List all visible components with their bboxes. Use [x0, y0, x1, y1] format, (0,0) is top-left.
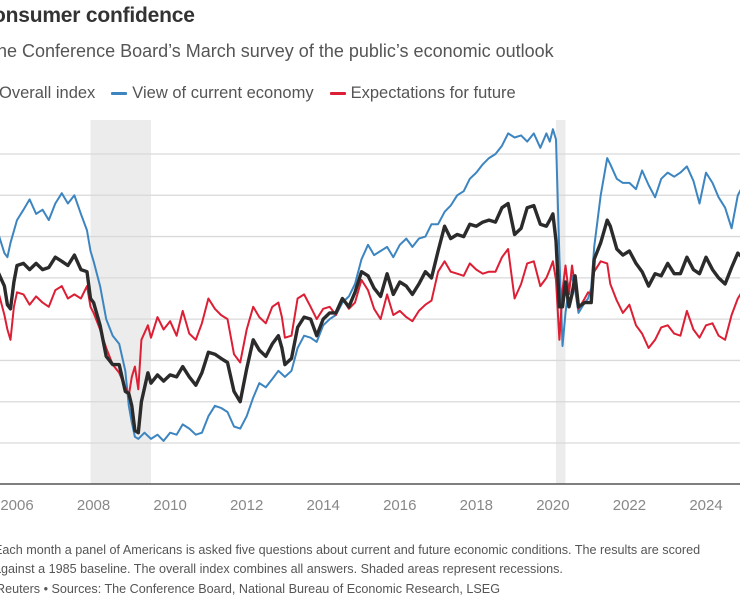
legend-swatch-expectations: [329, 92, 346, 95]
series-line-overall-index: [0, 201, 740, 435]
legend-swatch-current: [111, 92, 128, 95]
x-tick-label-2024: 2024: [689, 497, 722, 514]
chart-source: Reuters • Sources: The Conference Board,…: [0, 582, 500, 596]
x-tick-label-2014: 2014: [307, 497, 340, 514]
x-tick-label-2018: 2018: [460, 497, 493, 514]
recession-band-1: [90, 120, 151, 484]
series-line-view-of-current-economy: [0, 128, 740, 442]
series-group: [0, 128, 740, 442]
x-tick-label-2008: 2008: [77, 497, 110, 514]
x-tick-label-2006: 2006: [0, 497, 33, 514]
x-tick-label-2022: 2022: [613, 497, 646, 514]
chart-note: Each month a panel of Americans is asked…: [0, 541, 700, 579]
legend-item-overall: Overall index: [0, 84, 95, 103]
x-tick-label-2020: 2020: [536, 497, 569, 514]
chart-title: Consumer confidence: [0, 4, 195, 27]
chart-subtitle: The Conference Board’s March survey of t…: [0, 41, 554, 61]
x-tick-labels-group: 2006 2008 2010 2012 2014 2016 2018 2020 2022 2024: [0, 497, 722, 514]
x-tick-label-2016: 2016: [383, 497, 416, 514]
legend-label-expectations: Expectations for future: [350, 84, 516, 102]
chart-note-line-1: Each month a panel of Americans is asked…: [0, 543, 701, 557]
legend-label-current: View of current economy: [132, 84, 314, 102]
line-chart: 2006 2008 2010 2012 2014 2016 2018 2020 2022 2024: [0, 120, 740, 514]
legend-item-current: View of current economy: [111, 84, 314, 103]
legend-label-overall: Overall index: [0, 84, 96, 102]
series-overall-index: [0, 201, 740, 435]
x-tick-label-2012: 2012: [230, 497, 263, 514]
chart-note-line-2: against a 1985 baseline. The overall ind…: [0, 562, 563, 576]
legend-item-expectations: Expectations for future: [329, 84, 516, 103]
series-view-of-current-economy: [0, 128, 740, 442]
x-tick-label-2010: 2010: [153, 497, 186, 514]
recession-shading-group: [90, 120, 566, 484]
legend: Overall index View of current economy Ex…: [0, 84, 532, 103]
